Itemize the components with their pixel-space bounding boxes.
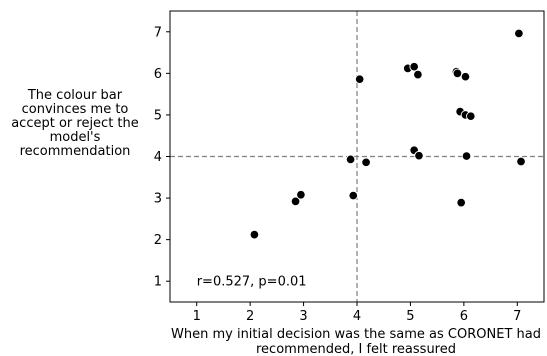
y-axis-title-line: The colour bar	[27, 88, 123, 103]
y-tick-label: 1	[154, 275, 162, 290]
data-point	[514, 28, 524, 39]
data-point	[296, 189, 306, 200]
x-tick-label: 3	[299, 309, 307, 324]
y-tick-label: 5	[154, 108, 162, 123]
data-point	[413, 69, 423, 80]
y-tick-label: 3	[154, 192, 162, 207]
y-axis-title-line: recommendation	[20, 144, 131, 159]
y-tick-label: 4	[154, 150, 162, 165]
y-axis-title-line: convinces me to	[22, 102, 129, 117]
reference-lines	[170, 11, 544, 302]
data-point	[460, 71, 471, 82]
data-point	[414, 150, 424, 161]
x-tick-label: 5	[406, 309, 414, 324]
data-point	[452, 68, 463, 79]
y-axis-ticks: 1 2 3 4 5 6 7	[154, 25, 170, 290]
x-axis-title-line: When my initial decision was the same as…	[171, 327, 541, 342]
x-tick-label: 6	[460, 309, 468, 324]
y-tick-label: 7	[154, 25, 162, 40]
x-tick-label: 7	[513, 309, 521, 324]
data-point	[466, 111, 476, 121]
data-point	[345, 154, 356, 165]
x-axis-ticks: 1 2 3 4 5 6 7	[193, 302, 521, 324]
data-point	[516, 156, 526, 167]
data-point	[409, 61, 419, 72]
x-tick-label: 2	[246, 309, 254, 324]
x-tick-label: 4	[353, 309, 361, 324]
correlation-annotation: r=0.527, p=0.01	[197, 275, 307, 290]
x-tick-label: 1	[193, 309, 201, 324]
data-point	[456, 197, 466, 208]
data-point	[461, 151, 472, 161]
data-point	[354, 74, 365, 84]
x-axis-title: When my initial decision was the same as…	[171, 327, 541, 356]
y-tick-label: 2	[154, 233, 162, 248]
y-tick-label: 6	[154, 67, 162, 82]
data-point	[249, 229, 260, 240]
y-axis-title-line: model's	[50, 130, 101, 145]
data-point	[361, 157, 371, 168]
data-points	[249, 28, 526, 240]
y-axis-title-line: accept or reject the	[11, 116, 139, 131]
data-point	[290, 196, 301, 207]
x-axis-title-line: recommended, I felt reassured	[256, 342, 456, 356]
data-point	[348, 190, 359, 201]
